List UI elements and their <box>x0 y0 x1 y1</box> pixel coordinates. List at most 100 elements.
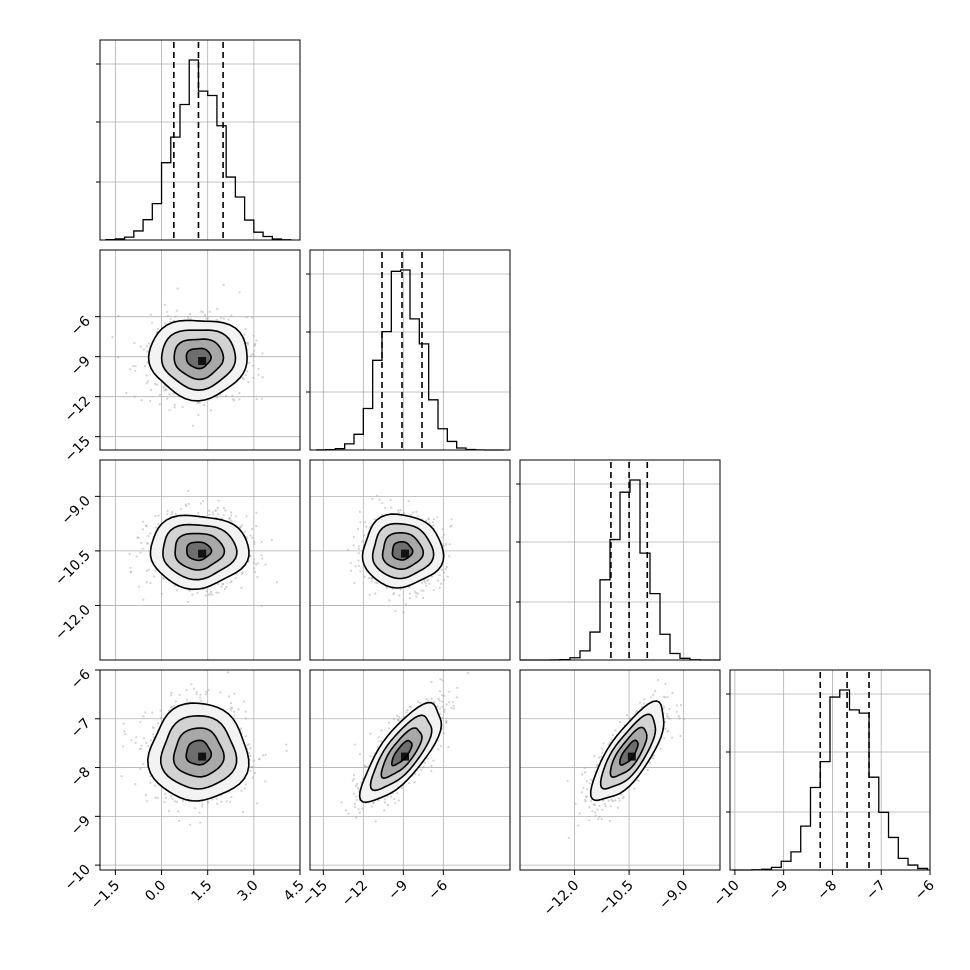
scatter-point <box>212 513 215 516</box>
scatter-point <box>238 291 241 294</box>
scatter-point <box>378 740 381 743</box>
scatter-point <box>430 764 433 768</box>
scatter-point <box>172 704 175 708</box>
scatter-point <box>430 770 433 773</box>
scatter-point <box>356 782 359 786</box>
scatter-point <box>399 509 402 512</box>
scatter-point <box>275 581 279 584</box>
scatter-point <box>369 755 372 758</box>
scatter-point <box>354 805 357 809</box>
scatter-point <box>201 803 204 806</box>
scatter-point <box>436 705 439 708</box>
scatter-point <box>204 693 207 696</box>
scatter-point <box>352 777 355 781</box>
scatter-point <box>174 700 177 703</box>
contour-line <box>146 702 250 802</box>
scatter-point <box>438 586 441 589</box>
scatter-point <box>220 585 223 588</box>
density-peak <box>401 549 409 558</box>
scatter-point <box>246 341 249 345</box>
scatter-point <box>149 775 152 778</box>
scatter-point <box>413 781 416 784</box>
scatter-point <box>392 593 395 596</box>
scatter-point <box>385 587 388 590</box>
scatter-point <box>397 511 400 514</box>
scatter-point <box>139 747 142 750</box>
scatter-point <box>340 801 343 804</box>
scatter-point <box>357 552 360 555</box>
scatter-point <box>207 593 210 596</box>
scatter-point <box>445 721 448 724</box>
scatter-point <box>370 805 373 808</box>
scatter-point <box>426 757 429 760</box>
scatter-point <box>135 555 138 558</box>
scatter-point <box>150 388 153 392</box>
scatter-point <box>422 589 425 592</box>
scatter-point <box>408 597 411 600</box>
scatter-point <box>426 579 429 582</box>
scatter-point <box>445 721 448 725</box>
scatter-point <box>166 509 169 512</box>
scatter-point <box>237 708 240 711</box>
scatter-point <box>370 577 373 580</box>
scatter-point <box>234 577 237 580</box>
scatter-point <box>444 568 447 571</box>
scatter-point <box>396 792 399 795</box>
scatter-point <box>438 699 441 702</box>
scatter-point <box>140 541 143 545</box>
panel-content <box>310 670 510 870</box>
scatter-point <box>166 310 169 313</box>
scatter-point <box>238 398 241 401</box>
scatter-point <box>416 514 419 517</box>
contour-line <box>380 727 423 780</box>
scatter-point <box>450 706 453 710</box>
scatter-point <box>610 738 613 742</box>
scatter-point <box>409 705 412 709</box>
scatter-point <box>404 603 408 606</box>
scatter-point <box>150 321 154 324</box>
scatter-point <box>595 765 599 768</box>
scatter-point <box>251 536 254 539</box>
panel-content <box>100 460 300 660</box>
scatter-point <box>166 513 169 516</box>
scatter-point <box>163 303 166 306</box>
contour-line <box>185 739 213 766</box>
scatter-point <box>146 345 149 348</box>
scatter-point <box>251 316 254 319</box>
panel-content <box>520 670 720 870</box>
scatter-point <box>176 800 179 804</box>
scatter-point <box>413 590 416 593</box>
scatter-point <box>146 350 149 353</box>
scatter-point <box>222 514 225 517</box>
scatter-point <box>264 753 267 756</box>
scatter-point <box>355 816 358 819</box>
scatter-point <box>441 536 444 539</box>
scatter-point <box>199 821 202 824</box>
scatter-point <box>422 596 425 600</box>
scatter-point <box>240 727 243 730</box>
histogram-panel-1 <box>306 250 510 451</box>
scatter-point <box>224 509 227 512</box>
contour-line <box>149 514 250 591</box>
contour-line <box>358 701 443 804</box>
scatter-point <box>230 709 233 712</box>
scatter-point <box>372 801 375 805</box>
scatter-point <box>211 511 214 514</box>
scatter-point <box>205 317 208 320</box>
scatter-point <box>239 525 242 529</box>
scatter-point <box>387 721 391 725</box>
scatter-point <box>243 333 246 336</box>
scatter-point <box>253 542 256 545</box>
scatter-point <box>141 528 144 531</box>
scatter-point <box>156 796 159 800</box>
scatter-point <box>170 691 173 695</box>
scatter-point <box>588 806 591 809</box>
scatter-point <box>133 342 136 345</box>
scatter-point <box>353 743 356 746</box>
scatter-point <box>145 581 148 584</box>
contour-line <box>369 714 433 792</box>
scatter-point <box>245 515 248 518</box>
scatter-point <box>142 348 145 351</box>
scatter-point <box>249 769 252 772</box>
scatter-point <box>252 759 255 762</box>
